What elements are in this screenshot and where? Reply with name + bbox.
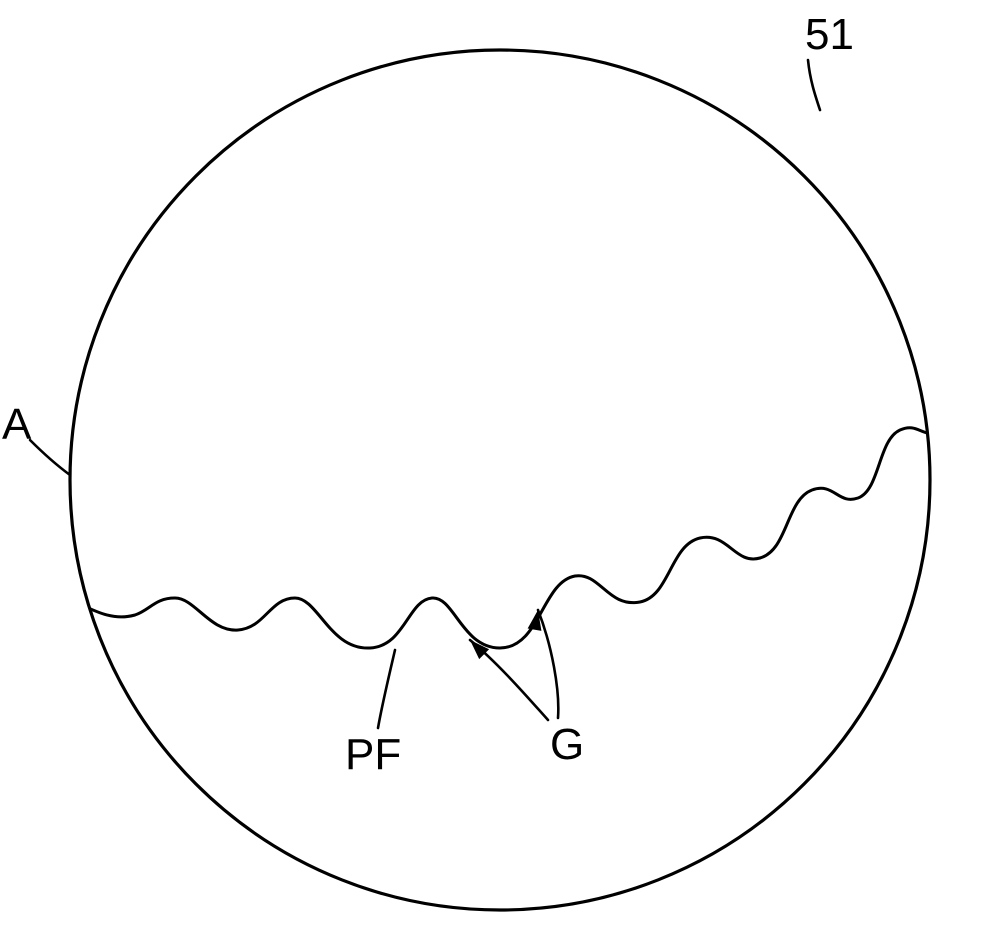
label-PF: PF xyxy=(345,730,401,780)
wavy-profile-curve xyxy=(71,335,1000,648)
diagram-svg xyxy=(0,0,1000,934)
label-G: G xyxy=(550,720,584,770)
label-51: 51 xyxy=(805,10,854,60)
leader-G-right xyxy=(538,610,558,718)
outer-circle xyxy=(70,50,930,910)
label-A: A xyxy=(2,400,31,450)
leader-PF xyxy=(378,650,395,728)
diagram-canvas: 51 A PF G xyxy=(0,0,1000,934)
leader-51 xyxy=(808,60,820,110)
leader-A xyxy=(30,440,70,475)
